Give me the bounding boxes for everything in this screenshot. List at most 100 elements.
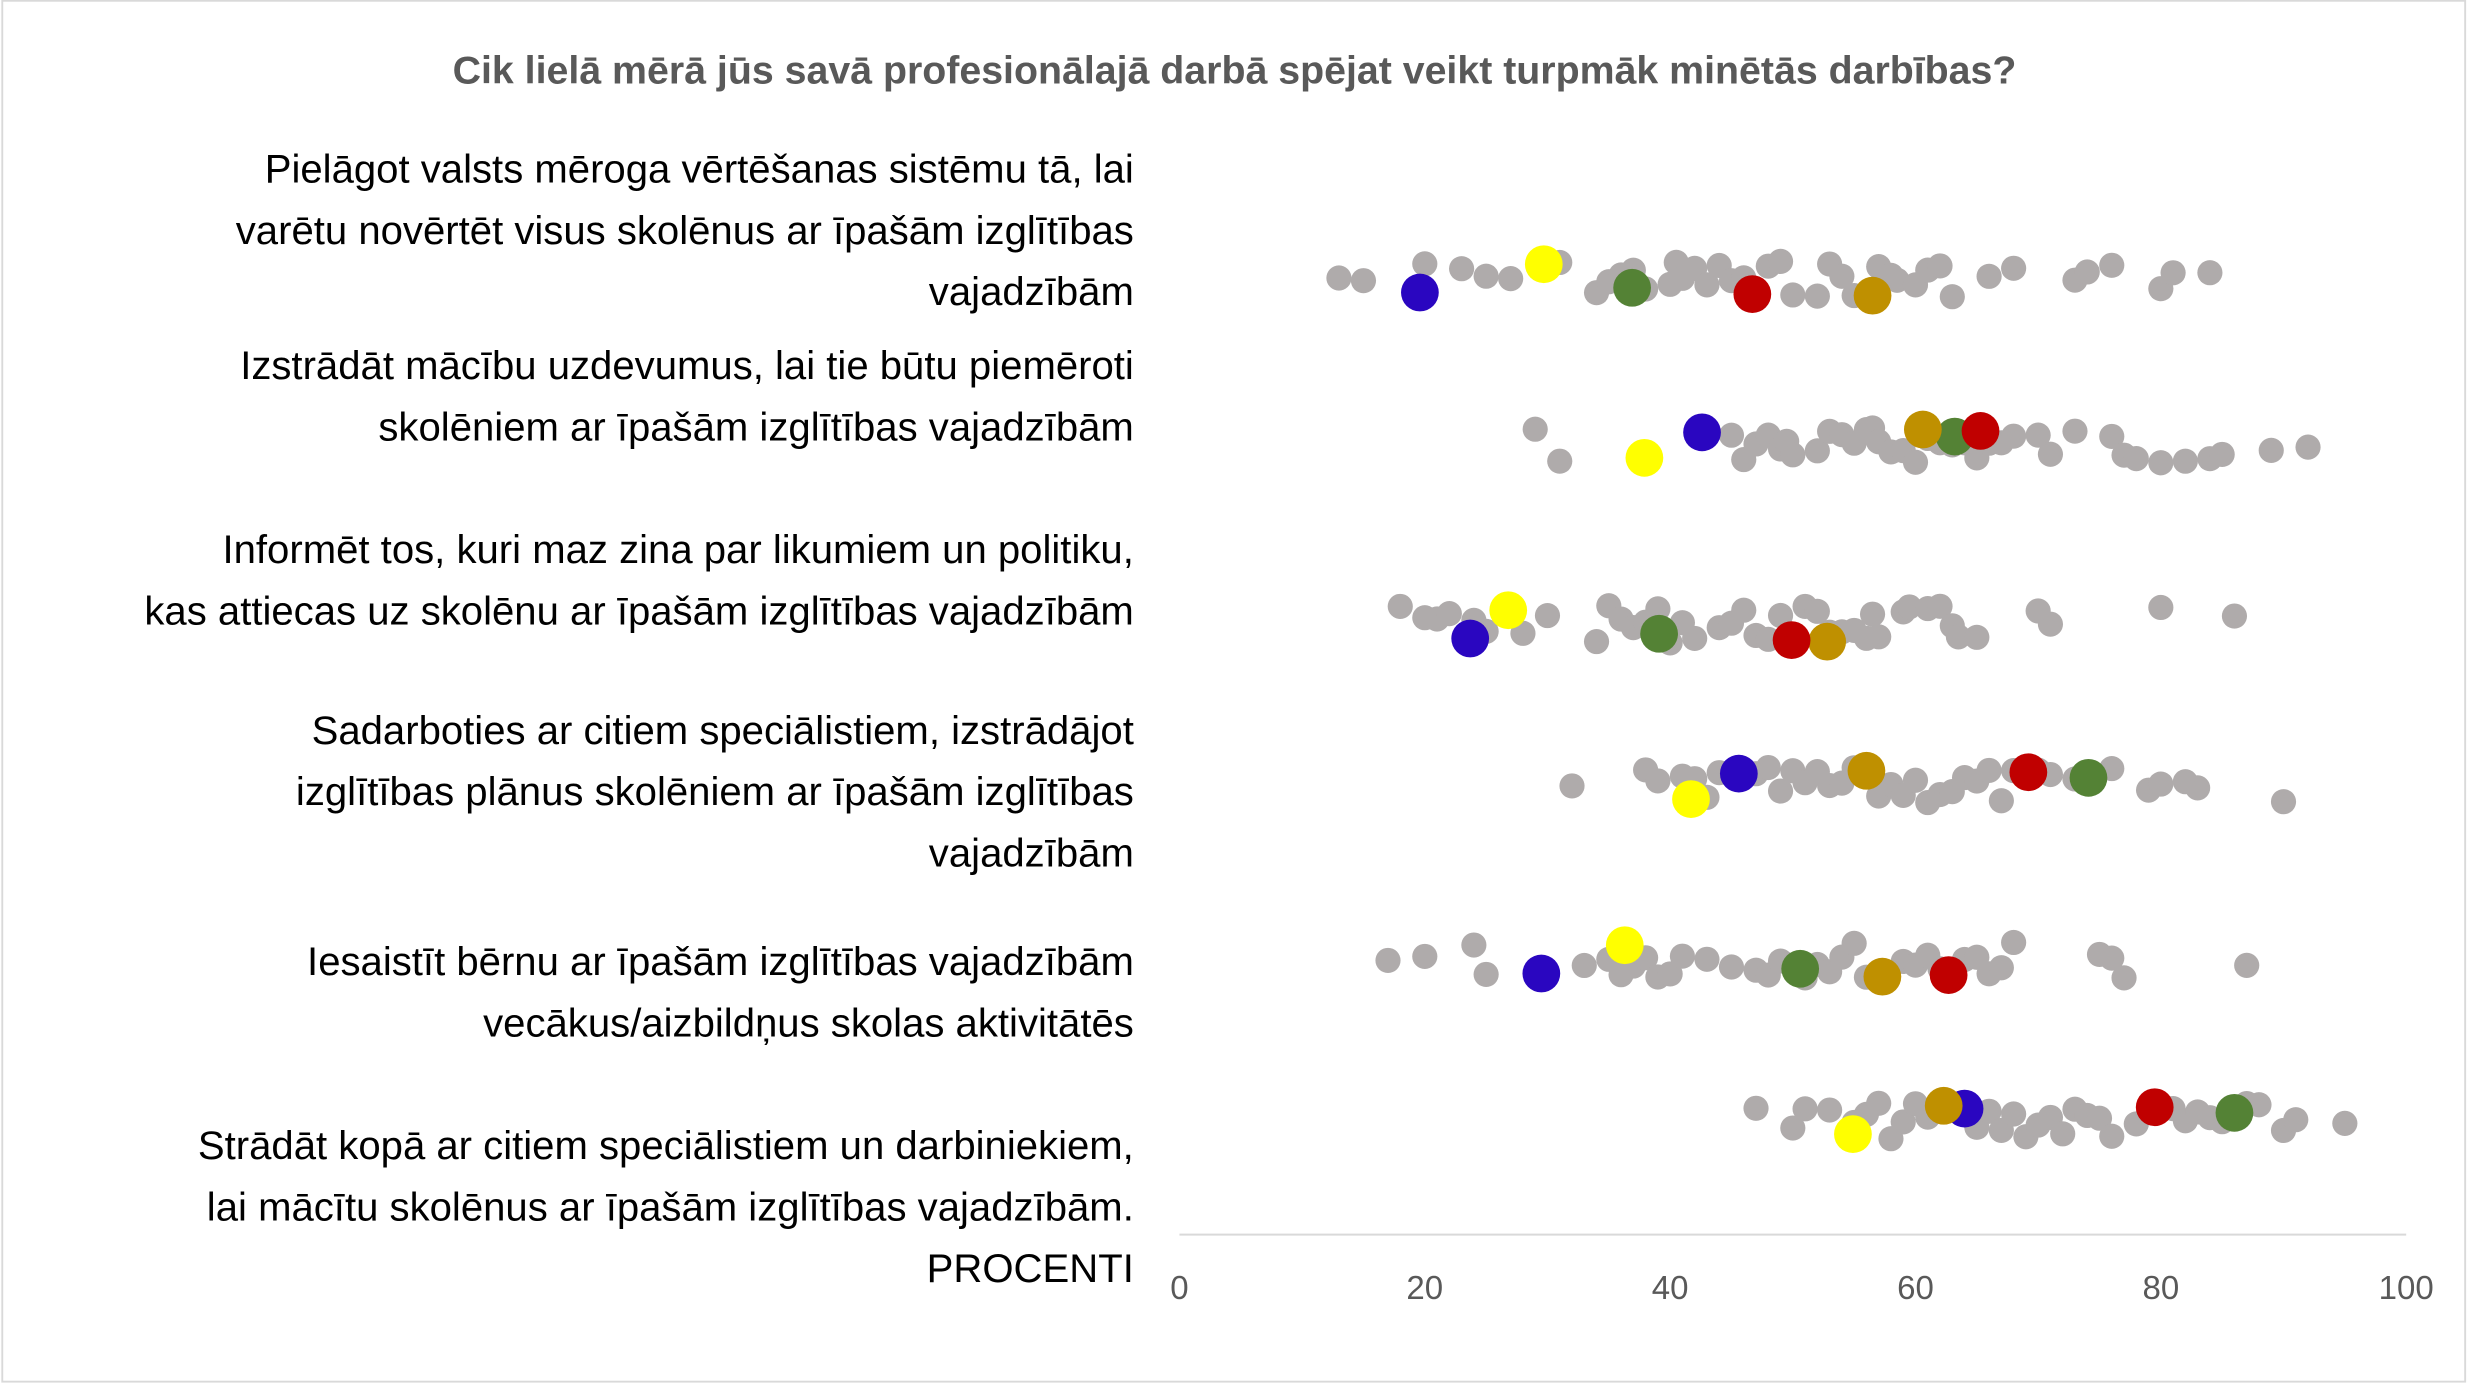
data-point-other [2234,952,2260,978]
category-labels: Pielāgot valsts mēroga vērtēšanas sistēm… [144,147,1133,1229]
data-point-other [1866,1090,1892,1116]
data-point-other [2001,255,2027,281]
data-point-other [1976,263,2002,289]
data-point-red [2135,1088,2174,1127]
data-point-other [1976,757,2002,783]
data-point-other [1583,629,1610,655]
data-point-other [1718,422,1745,448]
data-point-blue [1719,754,1758,793]
data-point-other [1792,1096,1818,1122]
data-point-other [1755,754,1781,781]
data-point-other [2258,437,2284,463]
x-tick-label: 80 [2142,1269,2179,1306]
data-point-other [2283,1107,2309,1133]
data-point-red [1772,621,1811,659]
data-point-other [2001,929,2027,956]
data-point-other [1449,256,1475,282]
data-point-red [1733,275,1772,313]
data-point-other [2037,441,2064,467]
data-point-other [1350,268,1377,294]
data-point-other [2270,789,2297,815]
data-point-other [1669,943,1695,969]
category-label-line: Sadarboties ar citiem speciālistiem, izs… [312,709,1134,753]
data-point-other [1436,601,1462,627]
data-point-yellow [1524,245,1563,284]
x-axis-title: PROCENTI [927,1247,1134,1291]
data-point-yellow [1625,438,1664,477]
data-point-gold [1853,276,1892,315]
data-point-other [2099,252,2125,278]
data-point-other [2221,603,2248,629]
data-point-other [1412,943,1438,969]
data-point-gold [1903,410,1942,449]
data-point-green [1781,949,1820,988]
data-point-other [2148,771,2174,797]
data-point-other [1890,1109,1916,1135]
data-point-other [2062,418,2088,444]
data-point-other [1412,251,1438,277]
data-point-yellow [1834,1115,1872,1153]
data-point-other [1767,248,1794,274]
x-axis-ticks: 0 20 40 60 80 100 [1170,1269,2433,1306]
category-label-line: Izstrādāt mācību uzdevumus, lai tie būtu… [240,344,1134,388]
data-point-other [1522,416,1548,442]
data-point-other [1804,598,1830,624]
x-tick-label: 40 [1652,1269,1689,1306]
data-point-other [2050,1121,2076,1147]
x-tick-label: 60 [1897,1269,1934,1306]
data-point-red [1929,956,1968,994]
data-point-blue [1401,273,1439,312]
data-point-yellow [1672,780,1710,818]
data-point-other [2160,260,2186,286]
data-point-other [1645,768,1671,794]
data-point-other [1927,593,1953,619]
data-point-other [1387,593,1413,619]
data-point-other [1375,947,1401,974]
data-point-other [2148,450,2174,476]
category-label-line: Iesaistīt bērnu ar īpašām izglītības vaj… [307,940,1134,984]
category-label-line: skolēniem ar īpašām izglītības vajadzībā… [378,405,1133,449]
data-point-green [2215,1093,2254,1132]
data-point-other [1866,624,1892,650]
data-point-other [1473,961,1499,988]
data-point-other [2185,775,2211,801]
x-tick-label: 20 [1406,1269,1443,1306]
data-point-other [1461,932,1487,958]
data-point-other [1927,253,1953,279]
data-point-other [2099,1123,2125,1149]
data-point-other [1780,1115,1806,1141]
data-point-other [2001,1101,2027,1127]
data-point-other [2037,611,2064,637]
data-point-green [1613,268,1651,307]
category-label-line: vajadzībām [929,832,1134,876]
data-point-other [1498,266,1524,292]
data-point-other [1939,284,1965,310]
data-point-other [1473,263,1499,289]
data-point-other [2123,446,2149,472]
data-point-other [1829,263,1855,289]
data-point-other [2148,594,2174,621]
x-tick-label: 0 [1170,1269,1188,1306]
data-point-other [2332,1110,2358,1136]
data-points [1326,245,2358,1153]
category-label-line: Strādāt kopā ar citiem speciālistiem un … [198,1124,1134,1168]
category-label-line: vecākus/aizbildņus skolas aktivitātēs [483,1001,1134,1045]
data-point-other [2111,965,2137,991]
data-point-other [1841,930,1867,956]
data-point-other [1559,773,1585,799]
data-point-other [1817,1097,1843,1123]
data-point-gold [1847,751,1886,790]
data-point-other [1718,954,1745,980]
data-point-other [1767,602,1794,629]
data-point-other [2074,259,2100,285]
data-point-red [1961,412,2000,450]
category-label-line: varētu novērtēt visus skolēnus ar īpašām… [236,209,1134,253]
data-point-blue [1683,413,1721,452]
data-point-other [1682,625,1708,652]
data-point-other [2197,260,2223,286]
data-point-gold [1808,622,1847,661]
data-point-other [1743,1095,1769,1121]
data-point-yellow [1489,591,1528,630]
data-point-other [2086,1105,2113,1131]
